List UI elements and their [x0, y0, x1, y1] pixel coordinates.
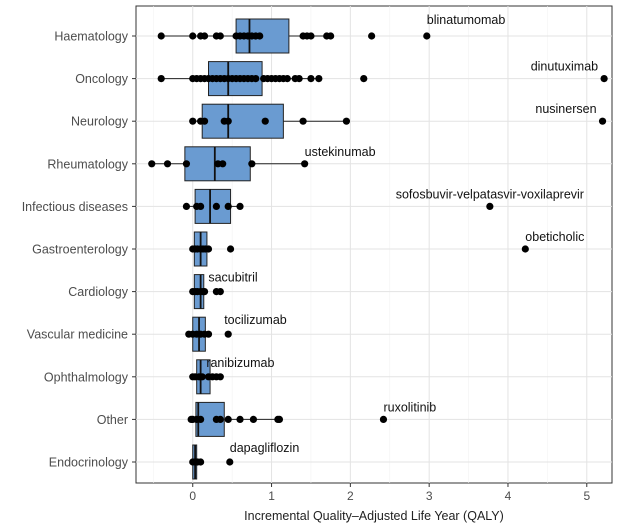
data-point	[157, 32, 165, 40]
annotations: blinatumomab dinutuximab nusinersen ustekin…	[206, 13, 598, 455]
data-point	[360, 75, 368, 83]
data-point	[307, 32, 315, 40]
annotation-label: sacubitril	[208, 271, 257, 285]
data-point	[182, 202, 191, 210]
data-point	[219, 160, 227, 168]
data-point	[163, 160, 172, 168]
data-point	[182, 160, 191, 168]
data-point	[216, 373, 224, 381]
data-point	[295, 75, 303, 83]
data-point	[342, 117, 351, 125]
category-label: Ophthalmology	[44, 370, 129, 384]
data-point	[216, 415, 224, 423]
annotation-label: ustekinumab	[305, 145, 376, 159]
data-point	[283, 75, 291, 83]
data-point	[486, 202, 494, 210]
data-point	[197, 202, 205, 210]
data-points	[148, 32, 608, 466]
x-tick-label: 5	[583, 489, 590, 503]
data-point	[200, 117, 209, 125]
x-tick-label: 4	[505, 489, 512, 503]
box-neurology	[192, 103, 347, 139]
data-point	[256, 32, 264, 40]
data-point	[236, 202, 244, 210]
data-point	[200, 288, 209, 296]
category-label: Oncology	[75, 72, 129, 86]
data-point	[248, 160, 256, 168]
data-point	[200, 32, 209, 40]
annotation-label: dapagliflozin	[230, 441, 300, 455]
category-label: Endocrinology	[49, 456, 129, 470]
annotation-label: blinatumomab	[427, 13, 506, 27]
data-point	[204, 245, 213, 253]
data-point	[197, 458, 205, 466]
data-point	[216, 32, 224, 40]
data-point	[212, 202, 220, 210]
data-point	[521, 245, 529, 253]
data-point	[379, 415, 388, 423]
data-point	[198, 373, 206, 381]
data-point	[189, 117, 197, 125]
data-point	[224, 330, 232, 338]
x-axis-ticks: 0 1 2 3 4 5	[189, 483, 590, 503]
data-point	[299, 117, 307, 125]
annotation-label: nusinersen	[535, 102, 596, 116]
data-point	[249, 415, 258, 423]
data-point	[224, 202, 232, 210]
data-point	[275, 415, 284, 423]
annotation-label: sofosbuvir-velpatasvir-voxilaprevir	[396, 187, 584, 201]
category-label: Gastroenterology	[32, 243, 129, 257]
data-point	[261, 117, 269, 125]
x-tick-label: 2	[347, 489, 354, 503]
data-point	[327, 32, 335, 40]
category-label: Other	[97, 413, 128, 427]
data-point	[307, 75, 315, 83]
data-point	[224, 117, 232, 125]
data-point	[224, 415, 232, 423]
data-point	[301, 160, 309, 168]
data-point	[368, 32, 376, 40]
annotation-label: dinutuximab	[531, 60, 598, 74]
data-point	[226, 245, 235, 253]
data-point	[189, 32, 197, 40]
data-point	[157, 75, 165, 83]
data-point	[236, 415, 244, 423]
category-label: Neurology	[71, 115, 129, 129]
data-point	[252, 75, 260, 83]
data-point	[598, 117, 607, 125]
x-tick-label: 3	[426, 489, 433, 503]
x-tick-label: 1	[268, 489, 275, 503]
data-point	[315, 75, 323, 83]
category-label: Vascular medicine	[27, 328, 128, 342]
category-label: Cardiology	[68, 285, 129, 299]
annotation-label: ruxolitinib	[383, 400, 436, 414]
category-label: Rheumatology	[47, 157, 128, 171]
data-point	[204, 330, 213, 338]
data-point	[600, 75, 608, 83]
data-point	[216, 288, 224, 296]
annotation-label: tocilizumab	[224, 313, 287, 327]
data-point	[423, 32, 431, 40]
x-axis-title: Incremental Quality–Adjusted Life Year (…	[244, 509, 504, 523]
data-point	[197, 415, 205, 423]
data-point	[226, 458, 234, 466]
annotation-label: ranibizumab	[206, 356, 274, 370]
category-labels: Haematology Oncology Neurology Rheumatology…	[22, 30, 136, 470]
iqr-box	[201, 103, 284, 139]
annotation-label: obeticholic	[525, 230, 584, 244]
category-label: Haematology	[54, 30, 128, 44]
x-tick-label: 0	[189, 489, 196, 503]
data-point	[148, 160, 156, 168]
category-label: Infectious diseases	[22, 200, 128, 214]
